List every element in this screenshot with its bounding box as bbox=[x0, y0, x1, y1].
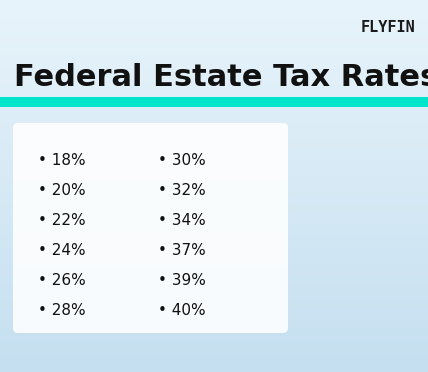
Text: • 39%: • 39% bbox=[158, 273, 206, 288]
Text: • 18%: • 18% bbox=[38, 153, 86, 168]
Text: • 40%: • 40% bbox=[158, 303, 205, 318]
Text: • 26%: • 26% bbox=[38, 273, 86, 288]
Text: • 24%: • 24% bbox=[38, 243, 86, 258]
Text: • 28%: • 28% bbox=[38, 303, 86, 318]
Text: • 20%: • 20% bbox=[38, 183, 86, 198]
Text: FLYFIN: FLYFIN bbox=[360, 20, 415, 35]
Text: Federal Estate Tax Rates: Federal Estate Tax Rates bbox=[14, 62, 428, 92]
Text: • 32%: • 32% bbox=[158, 183, 206, 198]
Text: • 34%: • 34% bbox=[158, 213, 206, 228]
FancyBboxPatch shape bbox=[0, 97, 428, 107]
FancyBboxPatch shape bbox=[13, 123, 288, 333]
Text: • 37%: • 37% bbox=[158, 243, 206, 258]
Text: • 30%: • 30% bbox=[158, 153, 206, 168]
Text: • 22%: • 22% bbox=[38, 213, 86, 228]
